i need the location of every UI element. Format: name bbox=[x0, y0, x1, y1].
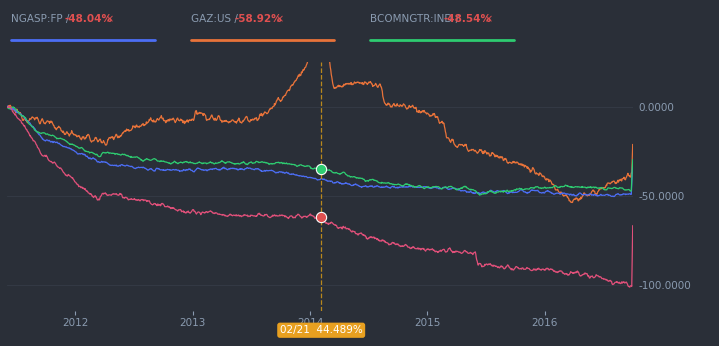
Text: GAZ:US /: GAZ:US / bbox=[191, 14, 241, 24]
Point bbox=[316, 214, 327, 220]
Point bbox=[316, 26, 327, 31]
Text: NGASP:FP /: NGASP:FP / bbox=[11, 14, 73, 24]
Text: -48.54%: -48.54% bbox=[444, 14, 492, 24]
Text: -58.92%: -58.92% bbox=[234, 14, 282, 24]
Text: BCOMNGTR:IND /: BCOMNGTR:IND / bbox=[370, 14, 462, 24]
Text: ×: × bbox=[269, 14, 284, 24]
Text: ×: × bbox=[99, 14, 114, 24]
Text: -48.04%: -48.04% bbox=[65, 14, 113, 24]
Text: ×: × bbox=[478, 14, 493, 24]
Point bbox=[316, 166, 327, 172]
Text: 02/21  44.489%: 02/21 44.489% bbox=[280, 325, 362, 335]
